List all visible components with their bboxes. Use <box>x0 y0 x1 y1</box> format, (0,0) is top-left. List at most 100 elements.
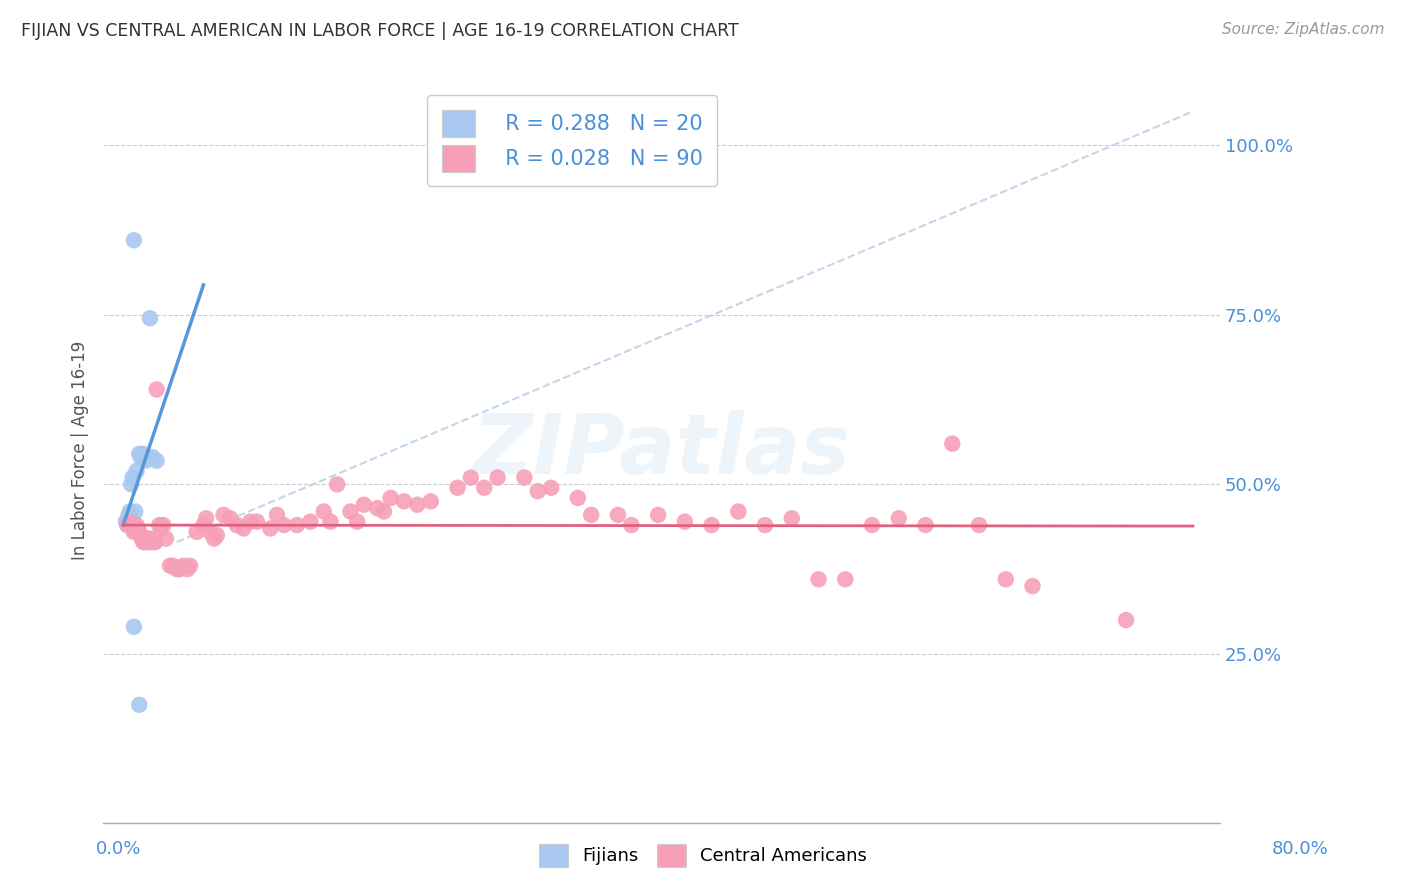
Point <box>118 504 141 518</box>
Point <box>887 511 910 525</box>
Point <box>125 464 148 478</box>
Point <box>1021 579 1043 593</box>
Point <box>118 515 141 529</box>
Point <box>193 518 215 533</box>
Point <box>132 535 155 549</box>
Point <box>143 535 166 549</box>
Point <box>124 504 146 518</box>
Point <box>131 532 153 546</box>
Point <box>120 477 142 491</box>
Point <box>860 518 883 533</box>
Point <box>273 518 295 533</box>
Point <box>176 562 198 576</box>
Point <box>225 518 247 533</box>
Point <box>124 521 146 535</box>
Point <box>212 508 235 522</box>
Point <box>172 558 194 573</box>
Point <box>139 532 162 546</box>
Point <box>700 518 723 533</box>
Point <box>149 521 172 535</box>
Point <box>195 511 218 525</box>
Point <box>135 535 157 549</box>
Point <box>780 511 803 525</box>
Point <box>620 518 643 533</box>
Point <box>326 477 349 491</box>
Point <box>339 504 361 518</box>
Point <box>134 535 156 549</box>
Point <box>579 508 602 522</box>
Point <box>162 558 184 573</box>
Point <box>118 508 141 522</box>
Text: FIJIAN VS CENTRAL AMERICAN IN LABOR FORCE | AGE 16-19 CORRELATION CHART: FIJIAN VS CENTRAL AMERICAN IN LABOR FORC… <box>21 22 738 40</box>
Point <box>120 518 142 533</box>
Point <box>754 518 776 533</box>
Point <box>567 491 589 505</box>
Point <box>380 491 402 505</box>
Point <box>205 528 228 542</box>
Point <box>127 521 149 535</box>
Point <box>145 453 167 467</box>
Point <box>129 528 152 542</box>
Point <box>148 518 170 533</box>
Legend:   R = 0.288   N = 20,   R = 0.028   N = 90: R = 0.288 N = 20, R = 0.028 N = 90 <box>427 95 717 186</box>
Point <box>526 484 548 499</box>
Point <box>122 524 145 539</box>
Point <box>941 436 963 450</box>
Point <box>198 524 221 539</box>
Point <box>346 515 368 529</box>
Point <box>128 698 150 712</box>
Point <box>460 470 482 484</box>
Point <box>136 450 159 465</box>
Point <box>727 504 749 518</box>
Point <box>145 383 167 397</box>
Point <box>142 535 165 549</box>
Point <box>967 518 990 533</box>
Point <box>139 311 162 326</box>
Point <box>129 450 152 465</box>
Point <box>486 470 509 484</box>
Point <box>232 521 254 535</box>
Point <box>155 532 177 546</box>
Point <box>115 515 138 529</box>
Point <box>186 524 208 539</box>
Point <box>128 524 150 539</box>
Point <box>607 508 630 522</box>
Text: Source: ZipAtlas.com: Source: ZipAtlas.com <box>1222 22 1385 37</box>
Point <box>166 562 188 576</box>
Point <box>914 518 936 533</box>
Point <box>366 501 388 516</box>
Point <box>169 562 191 576</box>
Point <box>373 504 395 518</box>
Point <box>202 532 225 546</box>
Point <box>159 558 181 573</box>
Text: ZIPatlas: ZIPatlas <box>472 410 851 491</box>
Point <box>115 518 138 533</box>
Point <box>1115 613 1137 627</box>
Point <box>135 453 157 467</box>
Point <box>122 233 145 247</box>
Point <box>125 518 148 533</box>
Point <box>285 518 308 533</box>
Point <box>142 450 165 465</box>
Text: 0.0%: 0.0% <box>96 840 141 858</box>
Point <box>142 535 165 549</box>
Point <box>472 481 495 495</box>
Point <box>834 572 856 586</box>
Point <box>406 498 429 512</box>
Point <box>994 572 1017 586</box>
Point <box>246 515 269 529</box>
Point <box>128 447 150 461</box>
Point <box>312 504 335 518</box>
Point <box>392 494 415 508</box>
Point <box>259 521 281 535</box>
Text: 80.0%: 80.0% <box>1272 840 1329 858</box>
Legend: Fijians, Central Americans: Fijians, Central Americans <box>531 837 875 874</box>
Point <box>673 515 696 529</box>
Point <box>513 470 536 484</box>
Point <box>540 481 562 495</box>
Point <box>121 470 143 484</box>
Point <box>138 535 160 549</box>
Point <box>141 535 163 549</box>
Point <box>136 532 159 546</box>
Point <box>115 515 138 529</box>
